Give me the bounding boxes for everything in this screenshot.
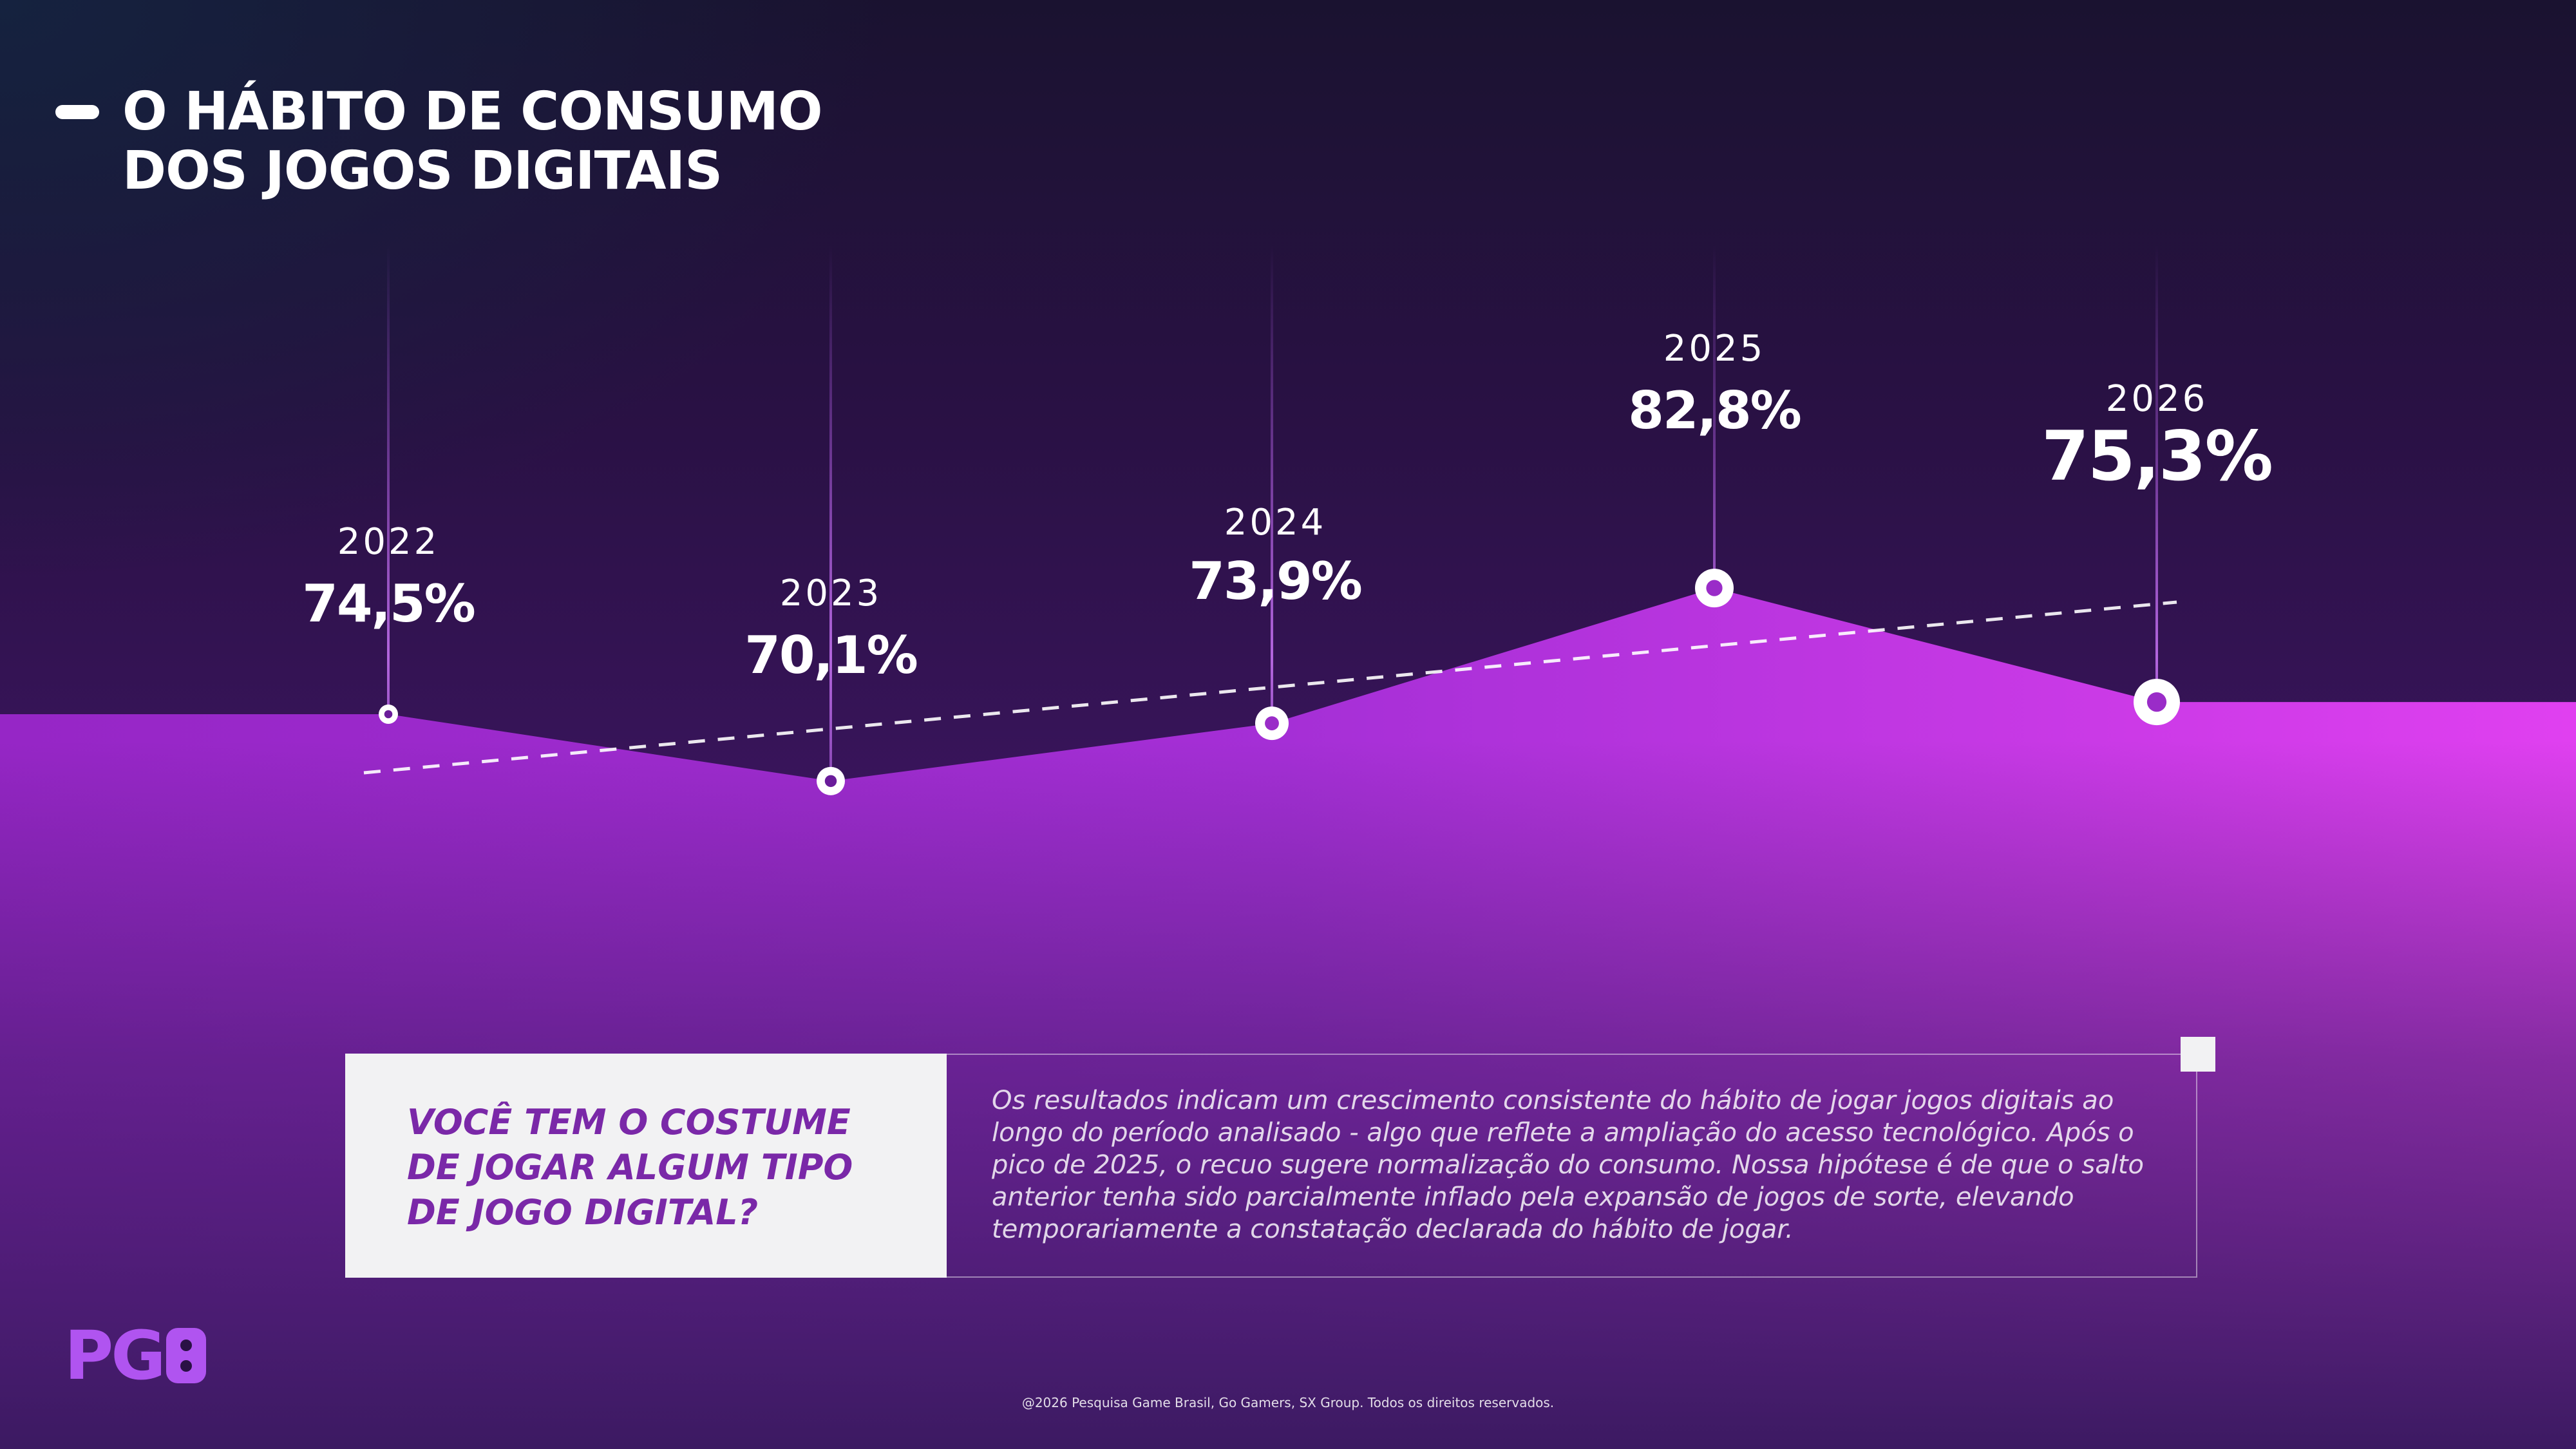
- value-label-2026: 75,3%: [2041, 417, 2272, 496]
- value-label-2023: 70,1%: [744, 625, 917, 685]
- guide-line-2024: [1271, 245, 1273, 1069]
- trend-line: [363, 600, 2177, 775]
- point-marker-core-2022: [384, 710, 393, 719]
- year-label-2026: 2026: [2106, 378, 2208, 420]
- guide-line-2022: [387, 245, 390, 1069]
- year-label-2024: 2024: [1224, 502, 1327, 544]
- guide-line-2026: [2155, 245, 2158, 1069]
- point-marker-core-2026: [2146, 692, 2167, 712]
- title-line-1: O HÁBITO DE CONSUMO: [122, 81, 823, 142]
- survey-question: VOCÊ TEM O COSTUME DE JOGAR ALGUM TIPO D…: [407, 1102, 853, 1233]
- pgb-logo: PG: [64, 1320, 206, 1391]
- year-label-2023: 2023: [780, 573, 882, 614]
- footer-copyright: @2026 Pesquisa Game Brasil, Go Gamers, S…: [1021, 1395, 1555, 1410]
- corner-square: [2181, 1037, 2215, 1072]
- point-marker-core-2025: [1706, 580, 1723, 596]
- value-label-2025: 82,8%: [1628, 381, 1801, 440]
- point-marker-core-2023: [824, 775, 837, 788]
- page-title: O HÁBITO DE CONSUMO DOS JOGOS DIGITAIS: [122, 81, 823, 202]
- value-label-2022: 74,5%: [302, 574, 475, 634]
- question-box: VOCÊ TEM O COSTUME DE JOGAR ALGUM TIPO D…: [345, 1054, 947, 1278]
- year-label-2022: 2022: [337, 521, 440, 563]
- logo-text: PG: [64, 1316, 166, 1395]
- title-dash: [55, 105, 99, 119]
- description-frame: [947, 1054, 2197, 1278]
- year-label-2025: 2025: [1663, 328, 1766, 370]
- point-marker-core-2024: [1265, 716, 1279, 731]
- title-line-2: DOS JOGOS DIGITAIS: [122, 140, 723, 202]
- gamepad-icon: [166, 1328, 206, 1383]
- value-label-2024: 73,9%: [1189, 551, 1361, 611]
- guide-line-2023: [829, 245, 832, 1069]
- description-text: Os resultados indicam um crescimento con…: [992, 1086, 2144, 1244]
